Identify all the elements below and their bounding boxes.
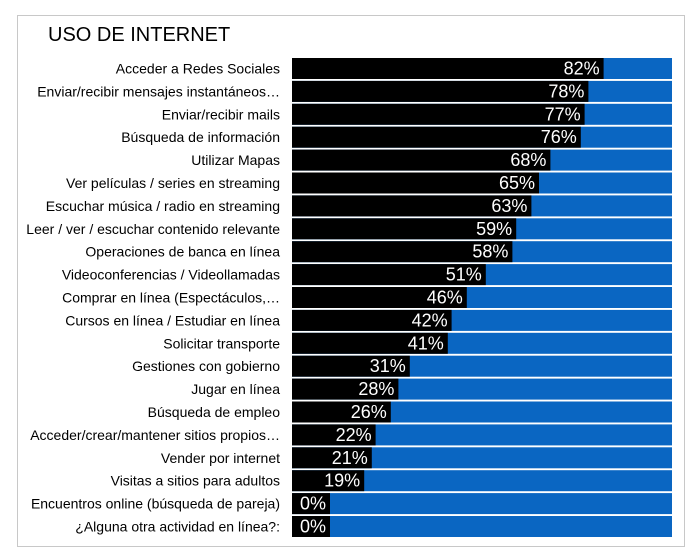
bar-value [292,149,551,171]
bar-value [292,264,486,286]
bar-value-label: 68% [510,150,546,170]
bar-value-label: 42% [412,310,448,330]
bar-value-label: 77% [545,104,581,124]
category-label: Ver películas / series en streaming [66,175,280,191]
bar-value [292,516,330,537]
category-label: Encuentros online (búsqueda de pareja) [31,496,280,512]
category-label: Búsqueda de información [121,129,280,145]
category-label: Utilizar Mapas [191,152,280,168]
bar-value [292,80,589,102]
bar-value-label: 51% [446,265,482,285]
bar-value-label: 78% [548,81,584,101]
bar-value-label: 28% [358,379,394,399]
bar-value [292,58,604,79]
bar-value [292,309,452,331]
bar-value [292,355,410,377]
bar-value [292,332,448,354]
category-label: Escuchar música / radio en streaming [46,198,280,214]
category-label: Comprar en línea (Espectáculos,… [62,290,280,306]
bar-value [292,401,391,423]
bar-value-label: 63% [491,196,527,216]
bar-value [292,470,365,492]
bar-value-label: 76% [541,127,577,147]
bar-value [292,447,372,469]
bar-value-label: 0% [300,517,326,537]
bar-value [292,493,330,515]
bar-remainder [292,470,672,492]
bar-value [292,287,467,308]
bar-value-label: 65% [499,173,535,193]
category-label: Jugar en línea [191,381,280,397]
bar-remainder [292,447,672,469]
category-label: Enviar/recibir mails [162,106,280,122]
category-label: Enviar/recibir mensajes instantáneos… [37,83,280,99]
bar-value-label: 19% [324,471,360,491]
bar-value [292,195,532,217]
bar-value-label: 31% [370,356,406,376]
bar-value-label: 59% [476,219,512,239]
category-label: Operaciones de banca en línea [85,244,280,260]
bar-remainder [292,516,672,537]
category-label: Acceder a Redes Sociales [116,61,280,77]
category-label: Leer / ver / escuchar contenido relevant… [26,221,280,237]
bar-value [292,241,513,263]
bar-value-label: 21% [332,448,368,468]
bar-value [292,378,399,400]
category-label: Cursos en línea / Estudiar en línea [65,312,280,328]
bar-remainder [292,424,672,446]
chart-frame [17,15,685,547]
bar-remainder [292,493,672,515]
category-label: Solicitar transporte [163,335,280,351]
bar-value-label: 46% [427,288,463,308]
bar-value-label: 26% [351,402,387,422]
category-label: Acceder/crear/mantener sitios propios… [30,427,280,443]
bar-value-label: 41% [408,333,444,353]
category-label: Vender por internet [161,450,280,466]
bar-value-label: 82% [564,59,600,79]
category-label: Gestiones con gobierno [132,358,280,374]
category-label: ¿Alguna otra actividad en línea?: [75,519,280,535]
category-label: Videoconferencias / Videollamadas [62,267,280,283]
chart-title: USO DE INTERNET [48,24,231,46]
bar-value [292,424,376,446]
category-label: Búsqueda de empleo [148,404,281,420]
bar-value [292,172,539,194]
bar-value-label: 22% [336,425,372,445]
bar-value [292,126,581,148]
category-label: Visitas a sitios para adultos [111,473,280,489]
bar-value-label: 0% [300,494,326,514]
bar-value-label: 58% [472,242,508,262]
bar-value [292,218,517,240]
bar-value [292,103,585,125]
